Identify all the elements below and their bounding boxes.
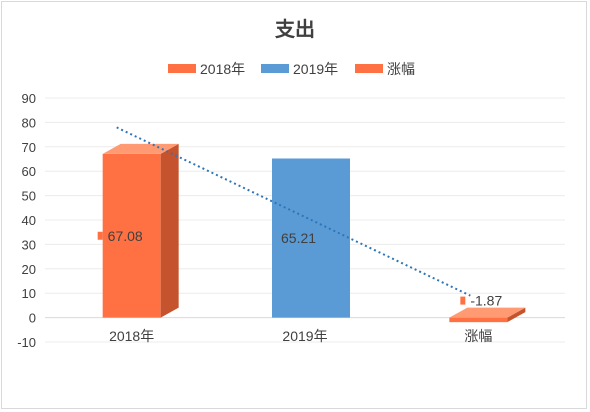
x-tick-label: 2019年 (282, 328, 327, 344)
bar-front (272, 158, 350, 318)
bars (102, 143, 526, 323)
legend-label-2019: 2019年 (293, 61, 338, 77)
x-tick-label: 2018年 (109, 328, 154, 344)
bar-top (449, 307, 526, 318)
legend-label-2018: 2018年 (200, 61, 245, 77)
x-tick-label: 涨幅 (464, 328, 492, 344)
y-tick-label: -10 (17, 335, 36, 350)
bar-1 (102, 143, 179, 318)
x-axis: 2018年 2019年 涨幅 (109, 328, 492, 344)
legend-label-change: 涨幅 (387, 61, 415, 77)
bar-side (507, 307, 526, 323)
y-tick-label: 0 (29, 311, 36, 326)
y-tick-label: 80 (22, 115, 36, 130)
y-tick-label: 60 (22, 164, 36, 179)
legend: 2018年 2019年 涨幅 (168, 61, 415, 77)
legend-swatch-2018 (168, 64, 196, 73)
trendline-group (116, 126, 471, 297)
bar-top (102, 143, 179, 154)
bar-2 (272, 158, 350, 318)
data-labels: 67.08 65.21 -1.87 (97, 228, 502, 309)
legend-swatch-change (355, 64, 383, 73)
y-tick-label: 50 (22, 189, 36, 204)
y-tick-label: 70 (22, 140, 36, 155)
legend-swatch-2019 (261, 64, 289, 73)
y-tick-label: 20 (22, 262, 36, 277)
bar-3 (449, 307, 526, 323)
data-label-marker (460, 296, 466, 305)
trendline (116, 126, 471, 297)
y-tick-label: 90 (22, 91, 36, 106)
chart-title: 支出 (275, 17, 315, 41)
y-axis: 90 80 70 60 50 40 30 20 10 0 -10 (17, 91, 36, 350)
data-label-marker (97, 231, 103, 240)
bar-front (449, 317, 508, 323)
data-label: 67.08 (108, 228, 143, 244)
data-label: 65.21 (281, 230, 316, 246)
data-label: -1.87 (470, 293, 502, 309)
y-tick-label: 10 (22, 286, 36, 301)
y-tick-label: 30 (22, 237, 36, 252)
bar-side (160, 143, 179, 318)
bar-front (102, 153, 161, 318)
y-tick-label: 40 (22, 213, 36, 228)
